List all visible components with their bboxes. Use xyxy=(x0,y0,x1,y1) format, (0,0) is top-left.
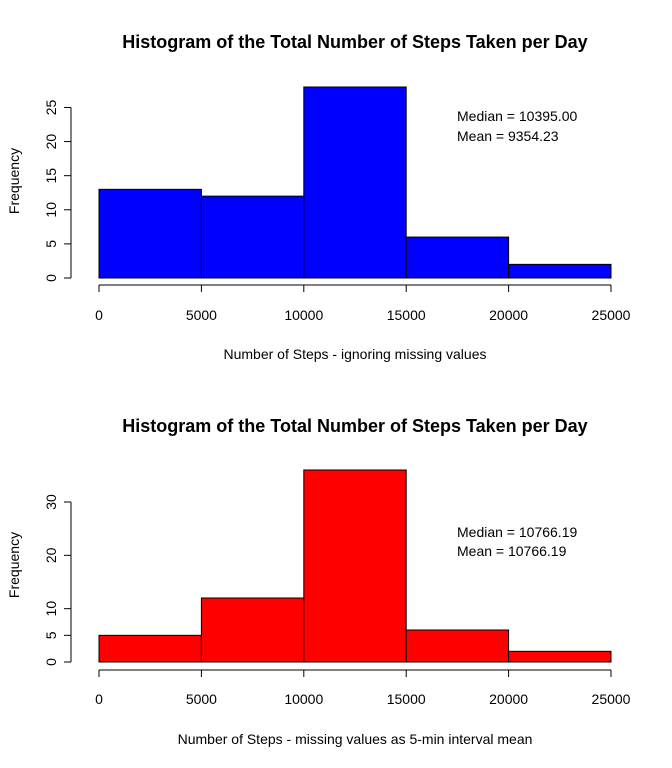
y-tick-label: 5 xyxy=(43,240,59,248)
chart-title: Histogram of the Total Number of Steps T… xyxy=(122,416,587,436)
y-tick-label: 15 xyxy=(43,168,59,184)
x-tick-label: 25000 xyxy=(592,307,631,323)
y-tick-label: 10 xyxy=(43,202,59,218)
x-axis: 0 5000 10000 15000 20000 25000 xyxy=(95,284,631,323)
y-tick-label: 5 xyxy=(43,631,59,639)
y-tick-label: 0 xyxy=(43,658,59,666)
bars xyxy=(98,86,612,279)
x-axis: 0 5000 10000 15000 20000 25000 xyxy=(95,669,631,707)
histogram-bar xyxy=(98,188,202,279)
x-tick-label: 5000 xyxy=(186,307,217,323)
histogram-bar xyxy=(303,469,407,663)
x-axis-label: Number of Steps - ignoring missing value… xyxy=(223,346,486,362)
histogram-bar xyxy=(200,597,305,663)
y-axis-label: Frequency xyxy=(6,148,22,214)
x-tick-label: 20000 xyxy=(489,307,528,323)
mean-annotation: Mean = 10766.19 xyxy=(457,543,567,559)
mean-annotation: Mean = 9354.23 xyxy=(457,128,559,144)
histogram-bar xyxy=(508,650,612,663)
bars xyxy=(98,469,612,663)
x-axis-label: Number of Steps - missing values as 5-mi… xyxy=(178,731,533,747)
histogram-bar xyxy=(303,86,407,279)
histogram-bar xyxy=(405,629,510,663)
y-axis: 0 5 10 15 20 25 xyxy=(43,99,72,282)
x-tick-label: 25000 xyxy=(592,691,631,707)
y-tick-label: 10 xyxy=(43,601,59,617)
x-tick-label: 10000 xyxy=(284,307,323,323)
median-annotation: Median = 10395.00 xyxy=(457,108,577,124)
y-tick-label: 30 xyxy=(43,494,59,510)
median-annotation: Median = 10766.19 xyxy=(457,524,577,540)
x-tick-label: 20000 xyxy=(489,691,528,707)
y-tick-label: 25 xyxy=(43,99,59,115)
chart-title: Histogram of the Total Number of Steps T… xyxy=(122,32,587,52)
x-tick-label: 0 xyxy=(95,691,103,707)
histogram-panel-imputed: Histogram of the Total Number of Steps T… xyxy=(6,416,631,747)
x-tick-label: 15000 xyxy=(387,307,426,323)
x-tick-label: 5000 xyxy=(186,691,217,707)
histogram-bar xyxy=(508,263,612,279)
histogram-bar xyxy=(200,195,305,279)
x-tick-label: 15000 xyxy=(387,691,426,707)
x-tick-label: 10000 xyxy=(284,691,323,707)
y-tick-label: 0 xyxy=(43,274,59,282)
histogram-panel-ignoring-missing: Histogram of the Total Number of Steps T… xyxy=(6,32,631,362)
y-tick-label: 20 xyxy=(43,547,59,563)
y-axis-label: Frequency xyxy=(6,532,22,598)
x-tick-label: 0 xyxy=(95,307,103,323)
y-tick-label: 20 xyxy=(43,134,59,150)
y-axis: 0 5 10 20 30 xyxy=(43,494,72,666)
histogram-bar xyxy=(98,634,202,663)
histogram-bar xyxy=(405,236,510,279)
